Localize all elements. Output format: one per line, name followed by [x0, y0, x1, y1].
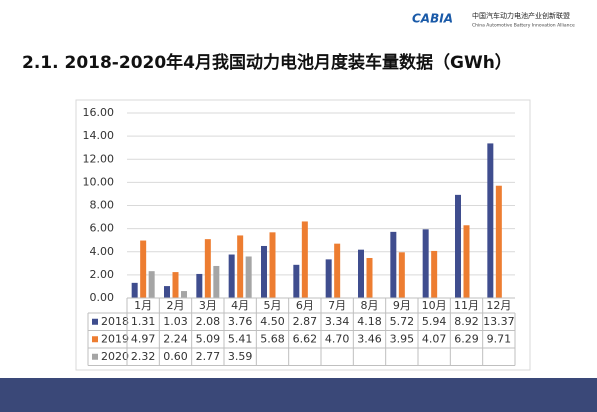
bar — [463, 225, 470, 298]
bar — [390, 231, 397, 298]
bar — [181, 291, 187, 298]
table-value: 3.46 — [357, 332, 382, 345]
table-value: 5.94 — [422, 315, 447, 328]
bar — [487, 143, 494, 298]
table-value: 4.18 — [357, 315, 382, 328]
x-tick-label: 1月 — [134, 299, 152, 312]
bar — [196, 273, 203, 298]
org-cn: 中国汽车动力电池产业创新联盟 — [472, 11, 570, 20]
bar — [358, 249, 364, 298]
bar — [131, 282, 138, 298]
table-value: 4.07 — [422, 332, 447, 345]
table-value: 1.03 — [163, 315, 188, 328]
bar — [148, 271, 155, 298]
table-value: 3.95 — [390, 332, 415, 345]
x-tick-label: 2月 — [167, 299, 185, 312]
table-value: 4.50 — [260, 315, 285, 328]
table-value: 2.24 — [163, 332, 188, 345]
legend-swatch — [92, 353, 98, 360]
table-value: 3.34 — [325, 315, 350, 328]
table-value: 1.31 — [131, 315, 156, 328]
table-value: 6.29 — [454, 332, 479, 345]
table-value: 2.77 — [196, 350, 221, 363]
bar — [422, 229, 429, 298]
table-value: 13.37 — [483, 315, 515, 328]
bar — [301, 221, 308, 298]
table-value: 5.09 — [196, 332, 221, 345]
table-value: 2.32 — [131, 350, 156, 363]
bar — [366, 257, 373, 298]
x-tick-label: 7月 — [328, 299, 346, 312]
footer-bar — [0, 378, 597, 412]
x-tick-label: 11月 — [454, 299, 479, 312]
x-tick-label: 10月 — [422, 299, 447, 312]
bar — [140, 240, 147, 298]
table-value: 8.92 — [454, 315, 479, 328]
bar — [293, 264, 300, 298]
x-tick-label: 5月 — [264, 299, 282, 312]
x-tick-label: 9月 — [393, 299, 411, 312]
bar — [325, 259, 332, 298]
legend-label: 2019 — [101, 332, 129, 345]
bar — [261, 245, 267, 298]
y-tick-label: 0.00 — [90, 291, 115, 304]
y-tick-label: 12.00 — [83, 152, 115, 165]
table-value: 0.60 — [163, 350, 188, 363]
table-value: 2.87 — [293, 315, 318, 328]
table-value: 5.68 — [260, 332, 285, 345]
bar — [228, 254, 235, 298]
table-value: 5.72 — [390, 315, 415, 328]
x-tick-label: 3月 — [199, 299, 217, 312]
bar — [455, 194, 461, 298]
bar — [172, 272, 179, 298]
table-value: 2.08 — [196, 315, 221, 328]
bar — [334, 243, 341, 298]
x-tick-label: 6月 — [296, 299, 314, 312]
y-tick-label: 14.00 — [83, 129, 115, 142]
bar — [269, 232, 276, 298]
bar — [398, 252, 405, 298]
table-value: 3.76 — [228, 315, 253, 328]
y-tick-label: 8.00 — [90, 199, 115, 212]
bar — [237, 235, 244, 298]
table-value: 4.70 — [325, 332, 350, 345]
slide-title: 2.1. 2018-2020年4月我国动力电池月度装车量数据（GWh） — [22, 52, 512, 73]
legend-swatch — [92, 318, 98, 325]
table-value: 4.97 — [131, 332, 156, 345]
bar — [245, 256, 252, 298]
legend-swatch — [92, 336, 98, 343]
bar — [495, 185, 502, 298]
y-tick-label: 6.00 — [90, 222, 115, 235]
bar — [213, 265, 220, 298]
table-value: 5.41 — [228, 332, 253, 345]
legend-label: 2018 — [101, 315, 129, 328]
y-tick-label: 4.00 — [90, 245, 115, 258]
table-value: 3.59 — [228, 350, 253, 363]
org-en: China Automotive Battery Innovation Alli… — [472, 23, 575, 29]
legend-label: 2020 — [101, 350, 129, 363]
x-tick-label: 8月 — [361, 299, 379, 312]
bar — [431, 250, 438, 298]
bar — [164, 286, 170, 298]
x-tick-label: 12月 — [486, 299, 511, 312]
x-tick-label: 4月 — [231, 299, 249, 312]
y-tick-label: 10.00 — [83, 175, 115, 188]
y-tick-label: 2.00 — [90, 268, 115, 281]
table-value: 9.71 — [487, 332, 512, 345]
table-value: 6.62 — [293, 332, 318, 345]
bar — [204, 239, 211, 298]
logo: CABIA — [412, 12, 453, 26]
y-tick-label: 16.00 — [83, 106, 115, 119]
